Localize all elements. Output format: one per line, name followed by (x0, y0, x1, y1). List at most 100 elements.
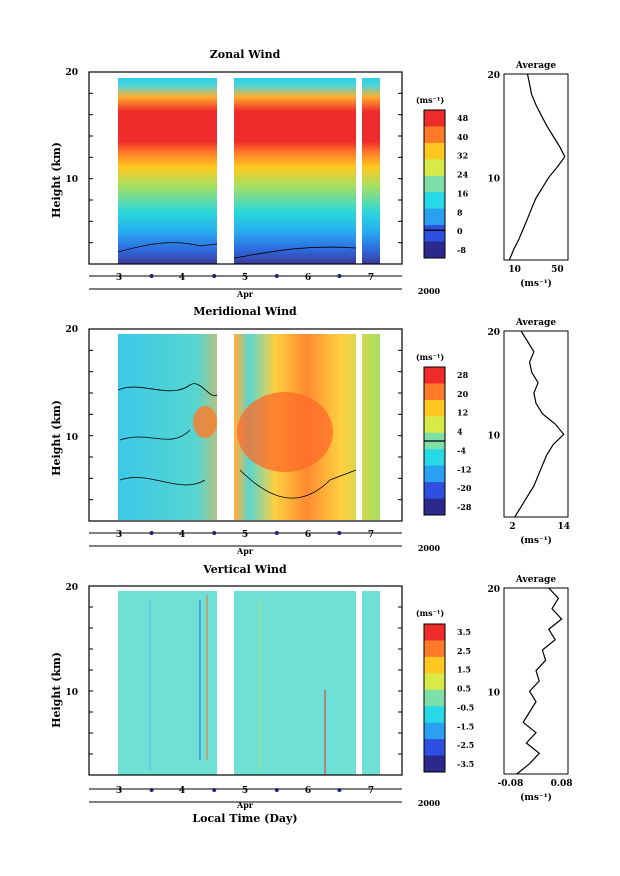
vertical-xtick: 3 (116, 786, 122, 796)
vertical-wind-panel: Vertical Wind Height (km) 20 10 3 (50, 563, 444, 825)
vertical-xticks: 3 4 5 6 7 (116, 786, 374, 796)
data-gap (217, 586, 234, 775)
colorbar-swatch (424, 465, 445, 483)
colorbar-swatch (424, 367, 445, 384)
meridional-ytick-20: 20 (65, 325, 78, 335)
colorbar-swatch (424, 722, 445, 740)
colorbar-label: 40 (457, 132, 469, 142)
zonal-heatmap (118, 78, 380, 264)
colorbar-label: 24 (457, 170, 469, 180)
average-title: Average (515, 318, 556, 328)
meridional-wind-panel: Meridional Wind Height (km) 20 10 3 4 5 … (50, 305, 444, 556)
meridional-axis (89, 532, 402, 547)
time-axis-caption: Local Time (Day) (192, 812, 297, 825)
colorbar-swatch (424, 142, 445, 160)
colorbar-label: 20 (457, 389, 469, 399)
axis-marker (337, 274, 342, 278)
meridional-xtick: 7 (368, 530, 374, 540)
data-gap (356, 72, 362, 264)
colorbar-label: -3.5 (457, 759, 474, 769)
colorbar-label: 48 (457, 113, 469, 123)
average-xtick: 10 (508, 265, 521, 275)
meridional-gaps (89, 329, 402, 521)
average-profile-panel: Average 20 10 2 14 (ms⁻¹) (487, 318, 570, 546)
colorbar-label: -8 (457, 245, 466, 255)
meridional-xlabel: Apr (236, 546, 254, 556)
data-gap (89, 586, 118, 775)
average-xtick: 50 (551, 265, 564, 275)
axis-marker (212, 531, 217, 535)
zonal-frame (88, 71, 403, 265)
average-xtick: -0.08 (498, 779, 524, 789)
colorbar-swatch (424, 126, 445, 144)
average-unit: (ms⁻¹) (520, 792, 552, 803)
meridional-heatmap (118, 334, 380, 520)
zonal-wind-panel: Zonal Wind Height (km) 20 10 3 4 5 6 7 A… (50, 48, 444, 299)
meridional-warm-core (237, 392, 333, 472)
zonal-title: Zonal Wind (210, 48, 281, 61)
colorbar-swatch (424, 225, 445, 243)
zonal-xtick: 7 (368, 273, 374, 283)
average-xtick: 0.08 (551, 779, 573, 789)
colorbar-frame (423, 623, 446, 773)
average-line (508, 73, 566, 261)
axis-marker (212, 274, 217, 278)
zonal-ylabel: Height (km) (50, 142, 63, 218)
average-frame (503, 587, 569, 775)
axis-marker (149, 274, 154, 278)
vertical-axis (89, 788, 402, 803)
meridional-xtick: 5 (242, 530, 248, 540)
zonal-axis (89, 275, 402, 290)
colorbar-label: 28 (457, 370, 469, 380)
colorbar-swatch (424, 241, 445, 259)
zonal-field (118, 78, 380, 264)
colorbar-swatch (424, 706, 445, 724)
vertical-xtick: 7 (368, 786, 374, 796)
colorbar-label: -12 (457, 464, 471, 474)
axis-marker (274, 788, 279, 792)
meridional-year: 2000 (418, 543, 441, 553)
zonal-xtick: 5 (242, 273, 248, 283)
colorbar-swatch (424, 689, 445, 707)
average-profile-panel: Average 20 10 10 50 (ms⁻¹) (487, 61, 569, 289)
average-ytick: 10 (487, 431, 500, 441)
average-xtick: 2 (509, 522, 515, 532)
meridional-xticks: 3 4 5 6 7 (116, 530, 374, 540)
data-gap (356, 329, 362, 521)
meridional-ytick-10: 10 (65, 433, 78, 443)
meridional-title: Meridional Wind (193, 305, 297, 318)
data-gap (380, 329, 402, 521)
vertical-ytick-10: 10 (65, 688, 78, 698)
zonal-xtick: 4 (179, 273, 185, 283)
vertical-heatmap (118, 591, 380, 775)
colorbar-swatch (424, 673, 445, 691)
vertical-xtick: 6 (305, 786, 311, 796)
colorbar-label: 1.5 (457, 665, 471, 675)
axis-marker (337, 531, 342, 535)
colorbar-swatch (424, 110, 445, 127)
colorbar-swatch (424, 399, 445, 417)
zonal-xticks: 3 4 5 6 7 (116, 273, 374, 283)
colorbar-label: 4 (457, 427, 463, 437)
zonal-zero-contour (117, 242, 357, 259)
colorbar-swatch (424, 739, 445, 757)
vertical-field (118, 591, 380, 775)
average-title: Average (515, 61, 556, 71)
axis-marker (274, 274, 279, 278)
data-gap (89, 72, 118, 264)
colorbar-label: 3.5 (457, 627, 471, 637)
data-gap (217, 329, 234, 521)
meridional-xtick: 6 (305, 530, 311, 540)
zonal-xtick: 3 (116, 273, 122, 283)
average-title: Average (515, 575, 556, 585)
colorbar-label: -20 (457, 483, 472, 493)
meridional-frame (88, 328, 403, 522)
data-gap (356, 586, 362, 775)
vertical-xtick: 5 (242, 786, 248, 796)
colorbar-swatch (424, 656, 445, 674)
colorbar-label: 2.5 (457, 646, 471, 656)
average-unit: (ms⁻¹) (520, 535, 552, 546)
axis-marker (337, 788, 342, 792)
vertical-cb-unit: (ms⁻¹) (416, 608, 444, 618)
average-frame (503, 330, 569, 518)
